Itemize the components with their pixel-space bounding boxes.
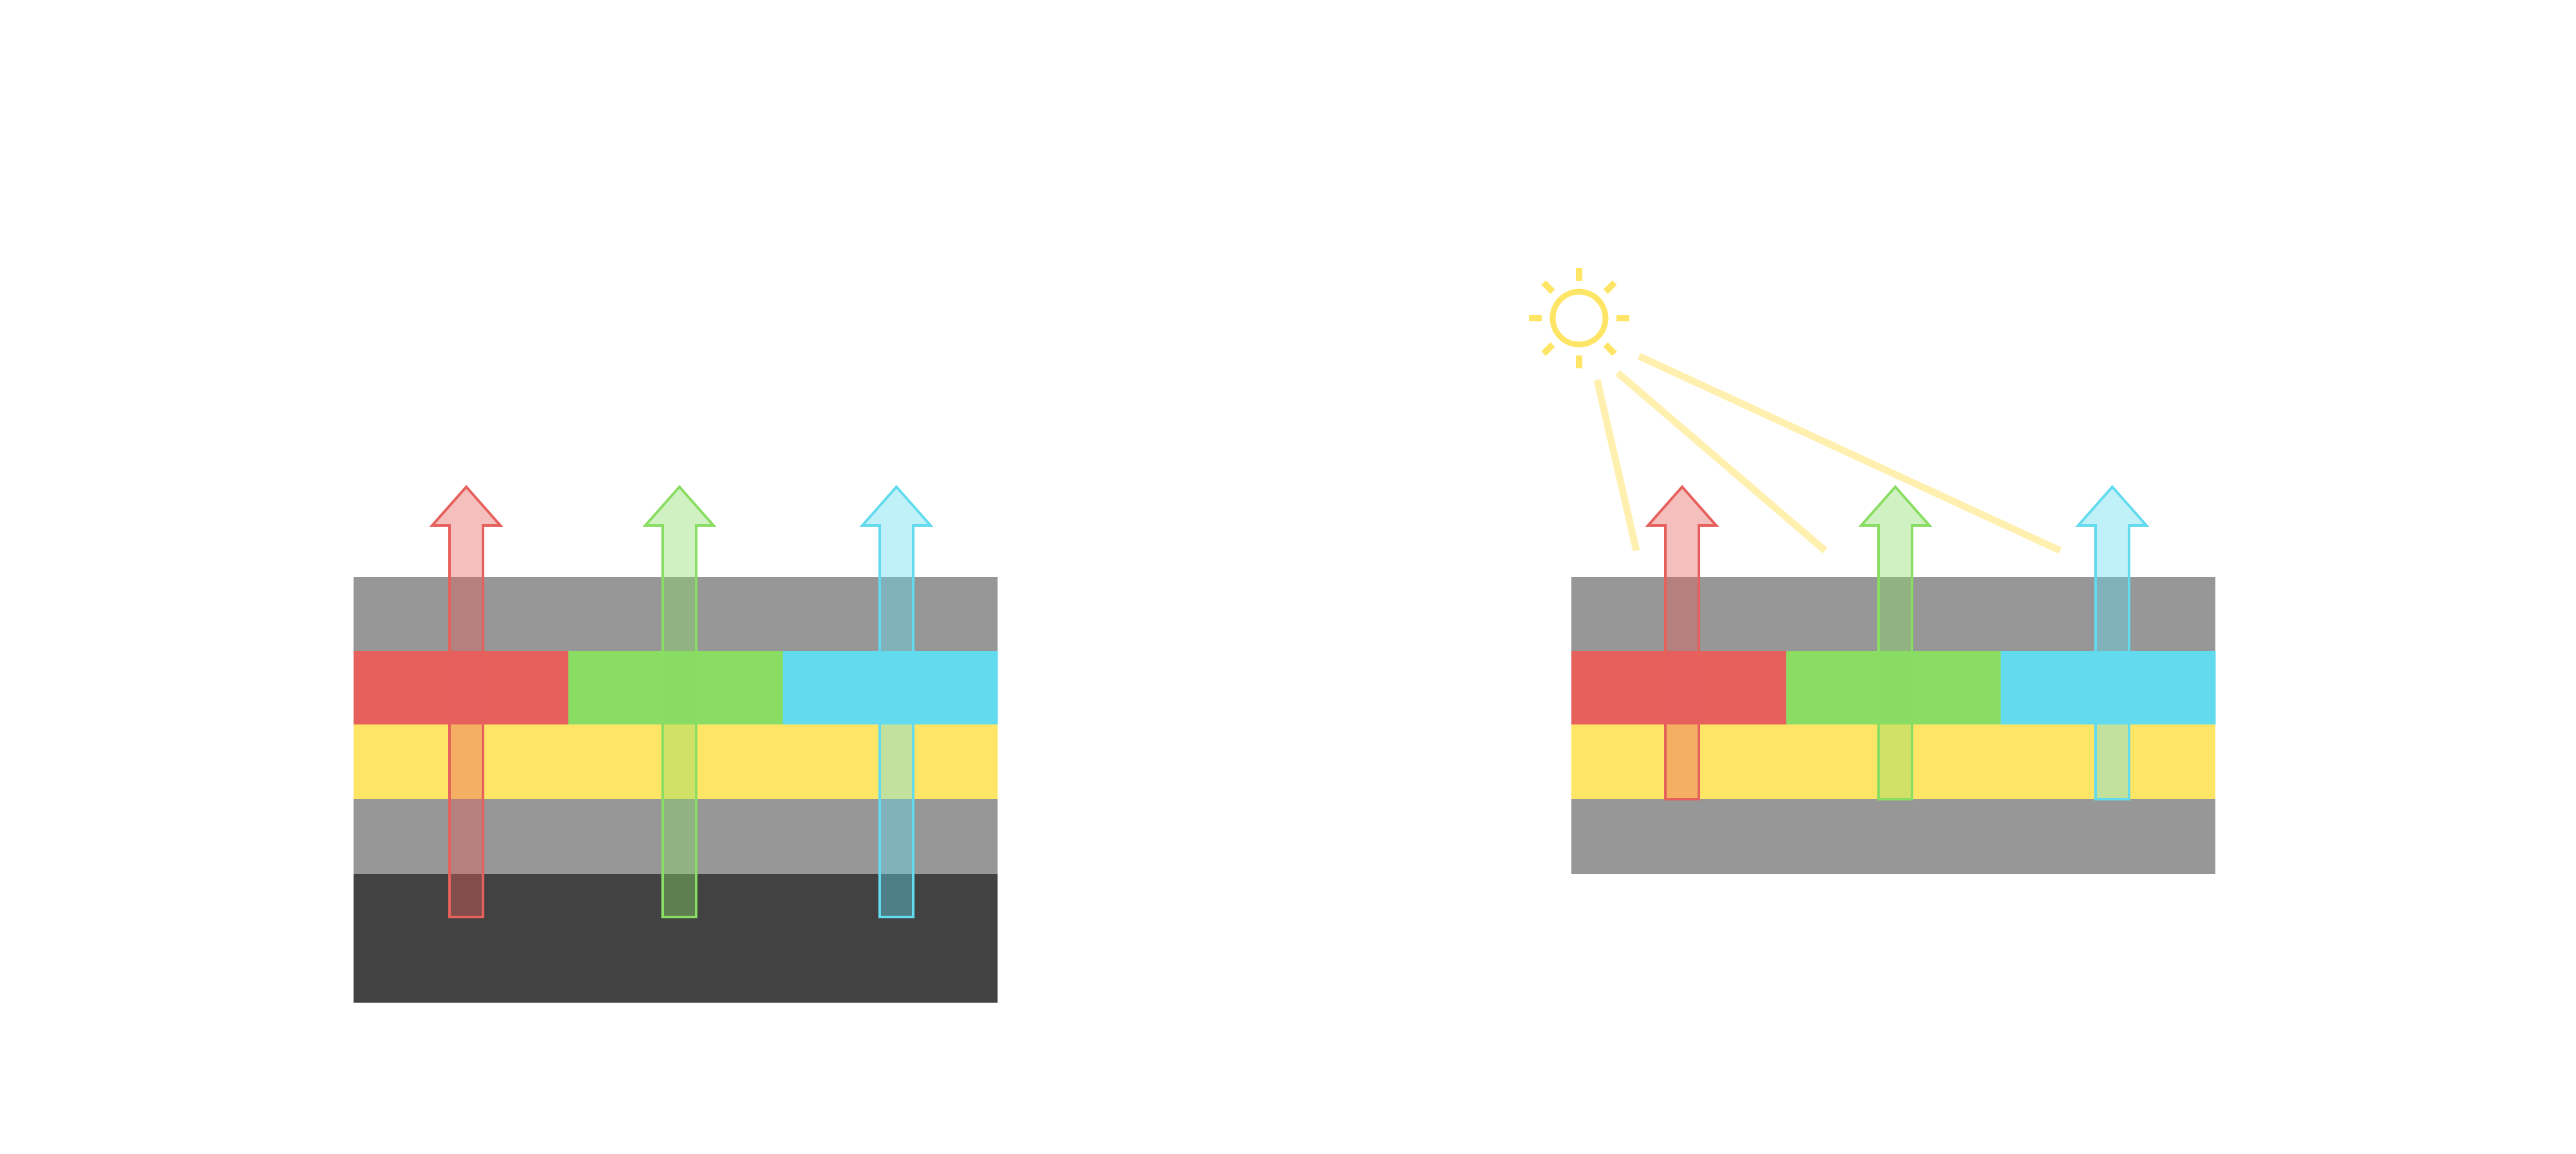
red-light-arrow [1645,484,1719,800]
sun-icon [1529,268,1629,368]
right-layer-stack [1571,353,2216,874]
sun-ray [1541,342,1555,356]
red-filter-segment [1571,651,1786,724]
green-light-arrow [1858,484,1933,800]
top-gray-layer [354,577,998,651]
dark-substrate-layer [354,874,998,1003]
top-gray-layer [1571,577,2215,651]
light-ray-3 [1637,353,2062,554]
green-filter-segment [568,651,784,724]
green-filter-segment [1786,651,2002,724]
cyan-filter-segment [2000,651,2216,724]
yellow-layer [1571,724,2215,799]
left-layer-stack [354,484,998,1003]
sun-disc [1549,288,1609,348]
sun-ray [1603,342,1617,356]
yellow-layer [354,724,998,799]
bottom-gray-layer [1571,799,2215,874]
cyan-light-arrow [859,484,934,918]
green-light-arrow [642,484,717,918]
red-filter-segment [354,651,569,724]
bottom-gray-layer [354,799,998,874]
light-ray-1 [1593,379,1640,552]
cyan-light-arrow [2075,484,2150,800]
sun-ray [1603,280,1617,294]
cyan-filter-segment [782,651,998,724]
light-ray-2 [1615,370,1828,554]
red-light-arrow [429,484,504,918]
sun-ray [1541,280,1555,294]
